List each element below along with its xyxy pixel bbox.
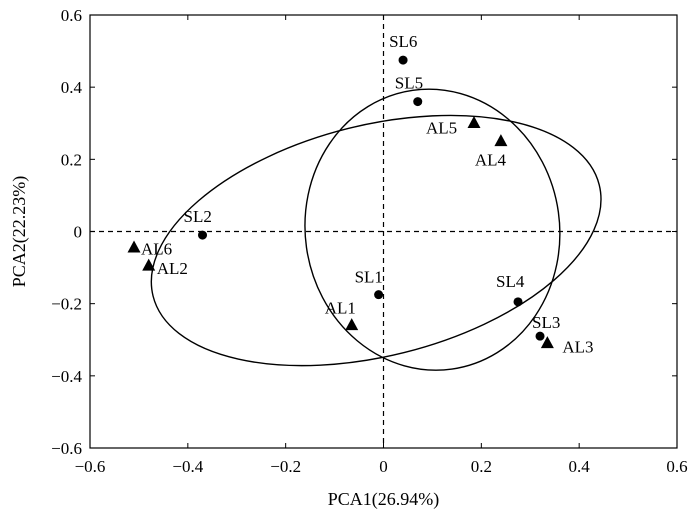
label-sl5: SL5 xyxy=(395,74,423,93)
point-sl6 xyxy=(398,55,408,65)
point-sl3 xyxy=(535,331,545,341)
x-tick-label: 0 xyxy=(379,457,388,476)
point-al1 xyxy=(345,318,359,331)
y-tick-label: 0.4 xyxy=(61,78,83,97)
ellipse-1 xyxy=(150,114,602,367)
label-al3: AL3 xyxy=(562,337,593,356)
label-al4: AL4 xyxy=(475,150,507,169)
label-sl1: SL1 xyxy=(355,268,383,287)
point-sl4 xyxy=(513,297,523,307)
y-tick-label: 0.6 xyxy=(61,6,82,25)
x-tick-label: 0.6 xyxy=(666,457,687,476)
label-al2: AL2 xyxy=(157,259,188,278)
y-tick-label: 0 xyxy=(74,223,83,242)
label-sl6: SL6 xyxy=(389,32,417,51)
point-al6 xyxy=(127,240,141,253)
y-tick-label: −0.2 xyxy=(51,295,82,314)
x-tick-label: 0.4 xyxy=(569,457,591,476)
x-axis-title: PCA1(26.94%) xyxy=(328,489,440,510)
point-al3 xyxy=(540,336,554,349)
point-sl1 xyxy=(374,290,384,300)
label-sl2: SL2 xyxy=(184,207,212,226)
y-tick-label: −0.4 xyxy=(51,367,82,386)
point-al5 xyxy=(467,116,481,129)
label-sl3: SL3 xyxy=(532,313,560,332)
data-points: SL1 SL2 SL3 SL4 SL5 SL6 AL1 AL2 AL3 AL4 AL5 AL6 xyxy=(127,32,594,356)
point-sl5 xyxy=(413,97,423,107)
y-tick-label: 0.2 xyxy=(61,150,82,169)
label-al5: AL5 xyxy=(426,118,457,137)
label-sl4: SL4 xyxy=(496,272,525,291)
y-axis-title: PCA2(22.23%) xyxy=(9,176,30,288)
point-sl2 xyxy=(198,230,208,240)
point-al2 xyxy=(142,258,156,271)
confidence-ellipses xyxy=(150,88,602,371)
x-tick-label: −0.2 xyxy=(270,457,301,476)
axis-ticks: −0.6 −0.4 −0.2 0 0.2 0.4 0.6 −0.6 −0.4 −0.2 0 0.2 0.… xyxy=(51,6,687,476)
reference-lines xyxy=(90,15,677,448)
x-tick-label: −0.4 xyxy=(172,457,203,476)
x-tick-label: −0.6 xyxy=(75,457,106,476)
point-al4 xyxy=(494,134,508,147)
y-tick-label: −0.6 xyxy=(51,439,82,458)
label-al1: AL1 xyxy=(325,298,356,317)
ellipse-2 xyxy=(304,88,561,371)
label-al6: AL6 xyxy=(141,240,172,259)
x-tick-label: 0.2 xyxy=(471,457,492,476)
